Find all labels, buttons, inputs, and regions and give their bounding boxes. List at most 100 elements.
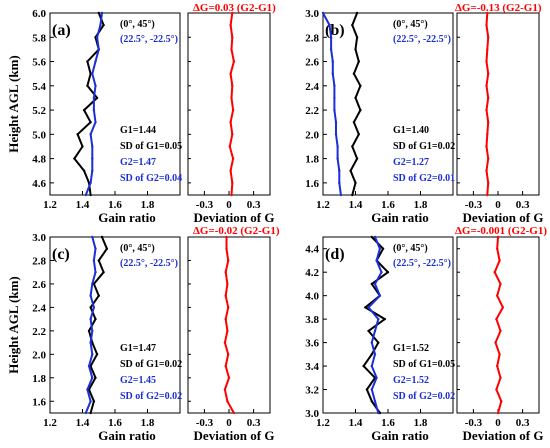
panel-c-dev-xlabel: Deviation of G — [194, 428, 275, 443]
panel-c-g1-point — [94, 376, 97, 379]
panel-a-g2-point — [89, 133, 92, 136]
panel-b-deviation-point — [487, 121, 490, 124]
panel-c-ytick-label: 3.0 — [32, 232, 46, 244]
panel-d-g1-point — [364, 306, 367, 309]
panel-d-g1-point — [381, 247, 385, 250]
panel-a-g1-point — [86, 60, 89, 63]
panel-d-ytick-label: 3.4 — [305, 361, 319, 373]
panel-c-deviation-point — [227, 353, 230, 356]
panel-b-deviation-axes-frame — [456, 12, 540, 196]
panel-b-g2-point — [338, 181, 341, 185]
panel-b-g2-point — [338, 169, 341, 172]
panel-c-panel-label: (c) — [52, 246, 70, 263]
panel-b-g1-point — [357, 133, 360, 136]
panel-a-ytick-label: 6.0 — [32, 8, 46, 20]
panel-d-dev-xtick-label: 0.3 — [516, 417, 530, 429]
panel-a-g2-point — [100, 11, 104, 15]
panel-b-ytick-label: 2.2 — [305, 105, 319, 117]
panel-b-ytick-label: 3.0 — [305, 8, 319, 20]
panel-d-dev-xtick-label: 0 — [495, 417, 501, 429]
panel-b-ytick-label: 1.6 — [305, 178, 319, 190]
panel-c-deviation-point — [224, 294, 227, 297]
panel-c-ytick-label: 2.2 — [32, 326, 46, 338]
panel-b-g2-point — [336, 145, 339, 148]
panel-c-deviation-point — [227, 376, 231, 379]
panel-d-stat-3: G2=1.52 — [393, 375, 429, 386]
panel-b-g1-point — [351, 145, 354, 148]
panel-a-stat-1: G1=1.44 — [120, 125, 156, 136]
panel-d-deviation-point — [499, 282, 502, 286]
panel-b-stat-2: SD of G1=0.02 — [393, 141, 455, 152]
panel-b-deviation-point — [487, 72, 490, 75]
panel-a-legend-entry-2: (22.5°, -22.5°) — [120, 34, 178, 45]
panel-c-stat-1: G1=1.47 — [120, 343, 156, 354]
panel-c-g2-point — [92, 259, 96, 262]
panel-a-dev-xtick-label: 0.3 — [247, 199, 261, 211]
panel-c-g2-point — [91, 329, 94, 333]
panel-b-ytick-label: 2.4 — [305, 81, 319, 93]
panel-c-g2-point — [89, 317, 92, 321]
panel-d-ytick-label: 4.4 — [305, 244, 319, 256]
panel-b-g2-point — [333, 96, 336, 100]
panel-a-g1-point — [86, 84, 89, 88]
panel-d-ytick-label: 3.8 — [305, 314, 319, 326]
panel-c-gain-xtick-label: 1.6 — [108, 417, 122, 429]
panel-c-gain-xtick-label: 1.2 — [43, 417, 57, 429]
panel-c-g1-point — [102, 271, 105, 274]
panel-b-deviation-point — [485, 84, 488, 88]
panel-b-ytick-label: 2.0 — [305, 129, 319, 141]
panel-a-g1-point — [95, 96, 99, 100]
panel-c-stat-3: G2=1.45 — [120, 375, 156, 386]
panel-b-deviation-point — [487, 157, 490, 160]
panel-a-g2-point — [94, 60, 97, 63]
panel-b-deviation-point — [487, 96, 490, 100]
panel-d-gain-xtick-label: 1.2 — [316, 417, 330, 429]
panel-c-deviation-point — [226, 329, 229, 333]
panel-a-g1-point — [89, 72, 92, 75]
panel-c-g2-point — [89, 294, 92, 297]
panel-d-g1-point — [370, 400, 373, 403]
panel-a-deviation-point — [229, 72, 232, 75]
panel-b-g1-line — [349, 12, 362, 196]
panel-a-dev-xtick-label: -0.3 — [196, 199, 214, 211]
panel-a-ytick-label: 4.8 — [32, 154, 46, 166]
panel-a-g2-point — [89, 181, 92, 185]
panel-c-g2-point — [86, 388, 89, 391]
panel-c-dev-xtick-label: 0.3 — [247, 417, 261, 429]
panel-d-title: ΔG=-0.001 (G2-G1) — [455, 225, 547, 237]
panel-b-stat-4: SD of G2=0.01 — [393, 173, 455, 184]
panel-c-title: ΔG=-0.02 (G2-G1) — [193, 225, 280, 237]
panel-c-deviation-point — [223, 341, 227, 344]
panel-b-gain-xtick-label: 1.6 — [381, 199, 395, 211]
panel-a-g2-point — [94, 84, 97, 88]
panel-a-ytick-label: 4.6 — [32, 178, 46, 190]
panel-d-g2-point — [377, 317, 380, 321]
panel-d-legend-entry-2: (22.5°, -22.5°) — [393, 258, 451, 269]
panel-d-ytick-label: 4.0 — [305, 291, 319, 303]
panel-d-stat-4: SD of G2=0.02 — [393, 391, 455, 402]
panel-a-g2-point — [97, 48, 101, 51]
panel-b-g1-point — [354, 181, 357, 185]
panel-c-g1-point — [95, 353, 99, 356]
panel-d-ytick-label: 3.2 — [305, 385, 319, 397]
panel-a-deviation-point — [229, 23, 232, 27]
panel-b-legend-entry-1: (0°, 45°) — [393, 19, 428, 30]
panel-b-deviation-point — [486, 193, 489, 197]
panel-b-g2-point — [334, 121, 338, 124]
panel-d-g1-point — [362, 364, 365, 368]
panel-d-g1-point — [367, 329, 370, 333]
panel-b-g1-point — [354, 48, 357, 51]
panel-c-gain-xtick-label: 1.4 — [76, 417, 90, 429]
panel-d-ytick-label: 3.0 — [305, 408, 319, 420]
panel-c-g1-point — [91, 341, 94, 344]
panel-d-gain-xtick-label: 1.8 — [414, 417, 428, 429]
panel-d-deviation-point — [498, 259, 501, 262]
panel-a-g1-point — [89, 193, 92, 197]
panel-b-stat-1: G1=1.40 — [393, 125, 429, 136]
panel-b-title: ΔG=-0.13 (G2-G1) — [455, 2, 542, 14]
panel-d-g1-point — [370, 282, 373, 286]
panel-c-g2-point — [91, 353, 94, 356]
panel-a-g1-point — [102, 23, 105, 27]
panel-b-g2-point — [328, 23, 331, 27]
